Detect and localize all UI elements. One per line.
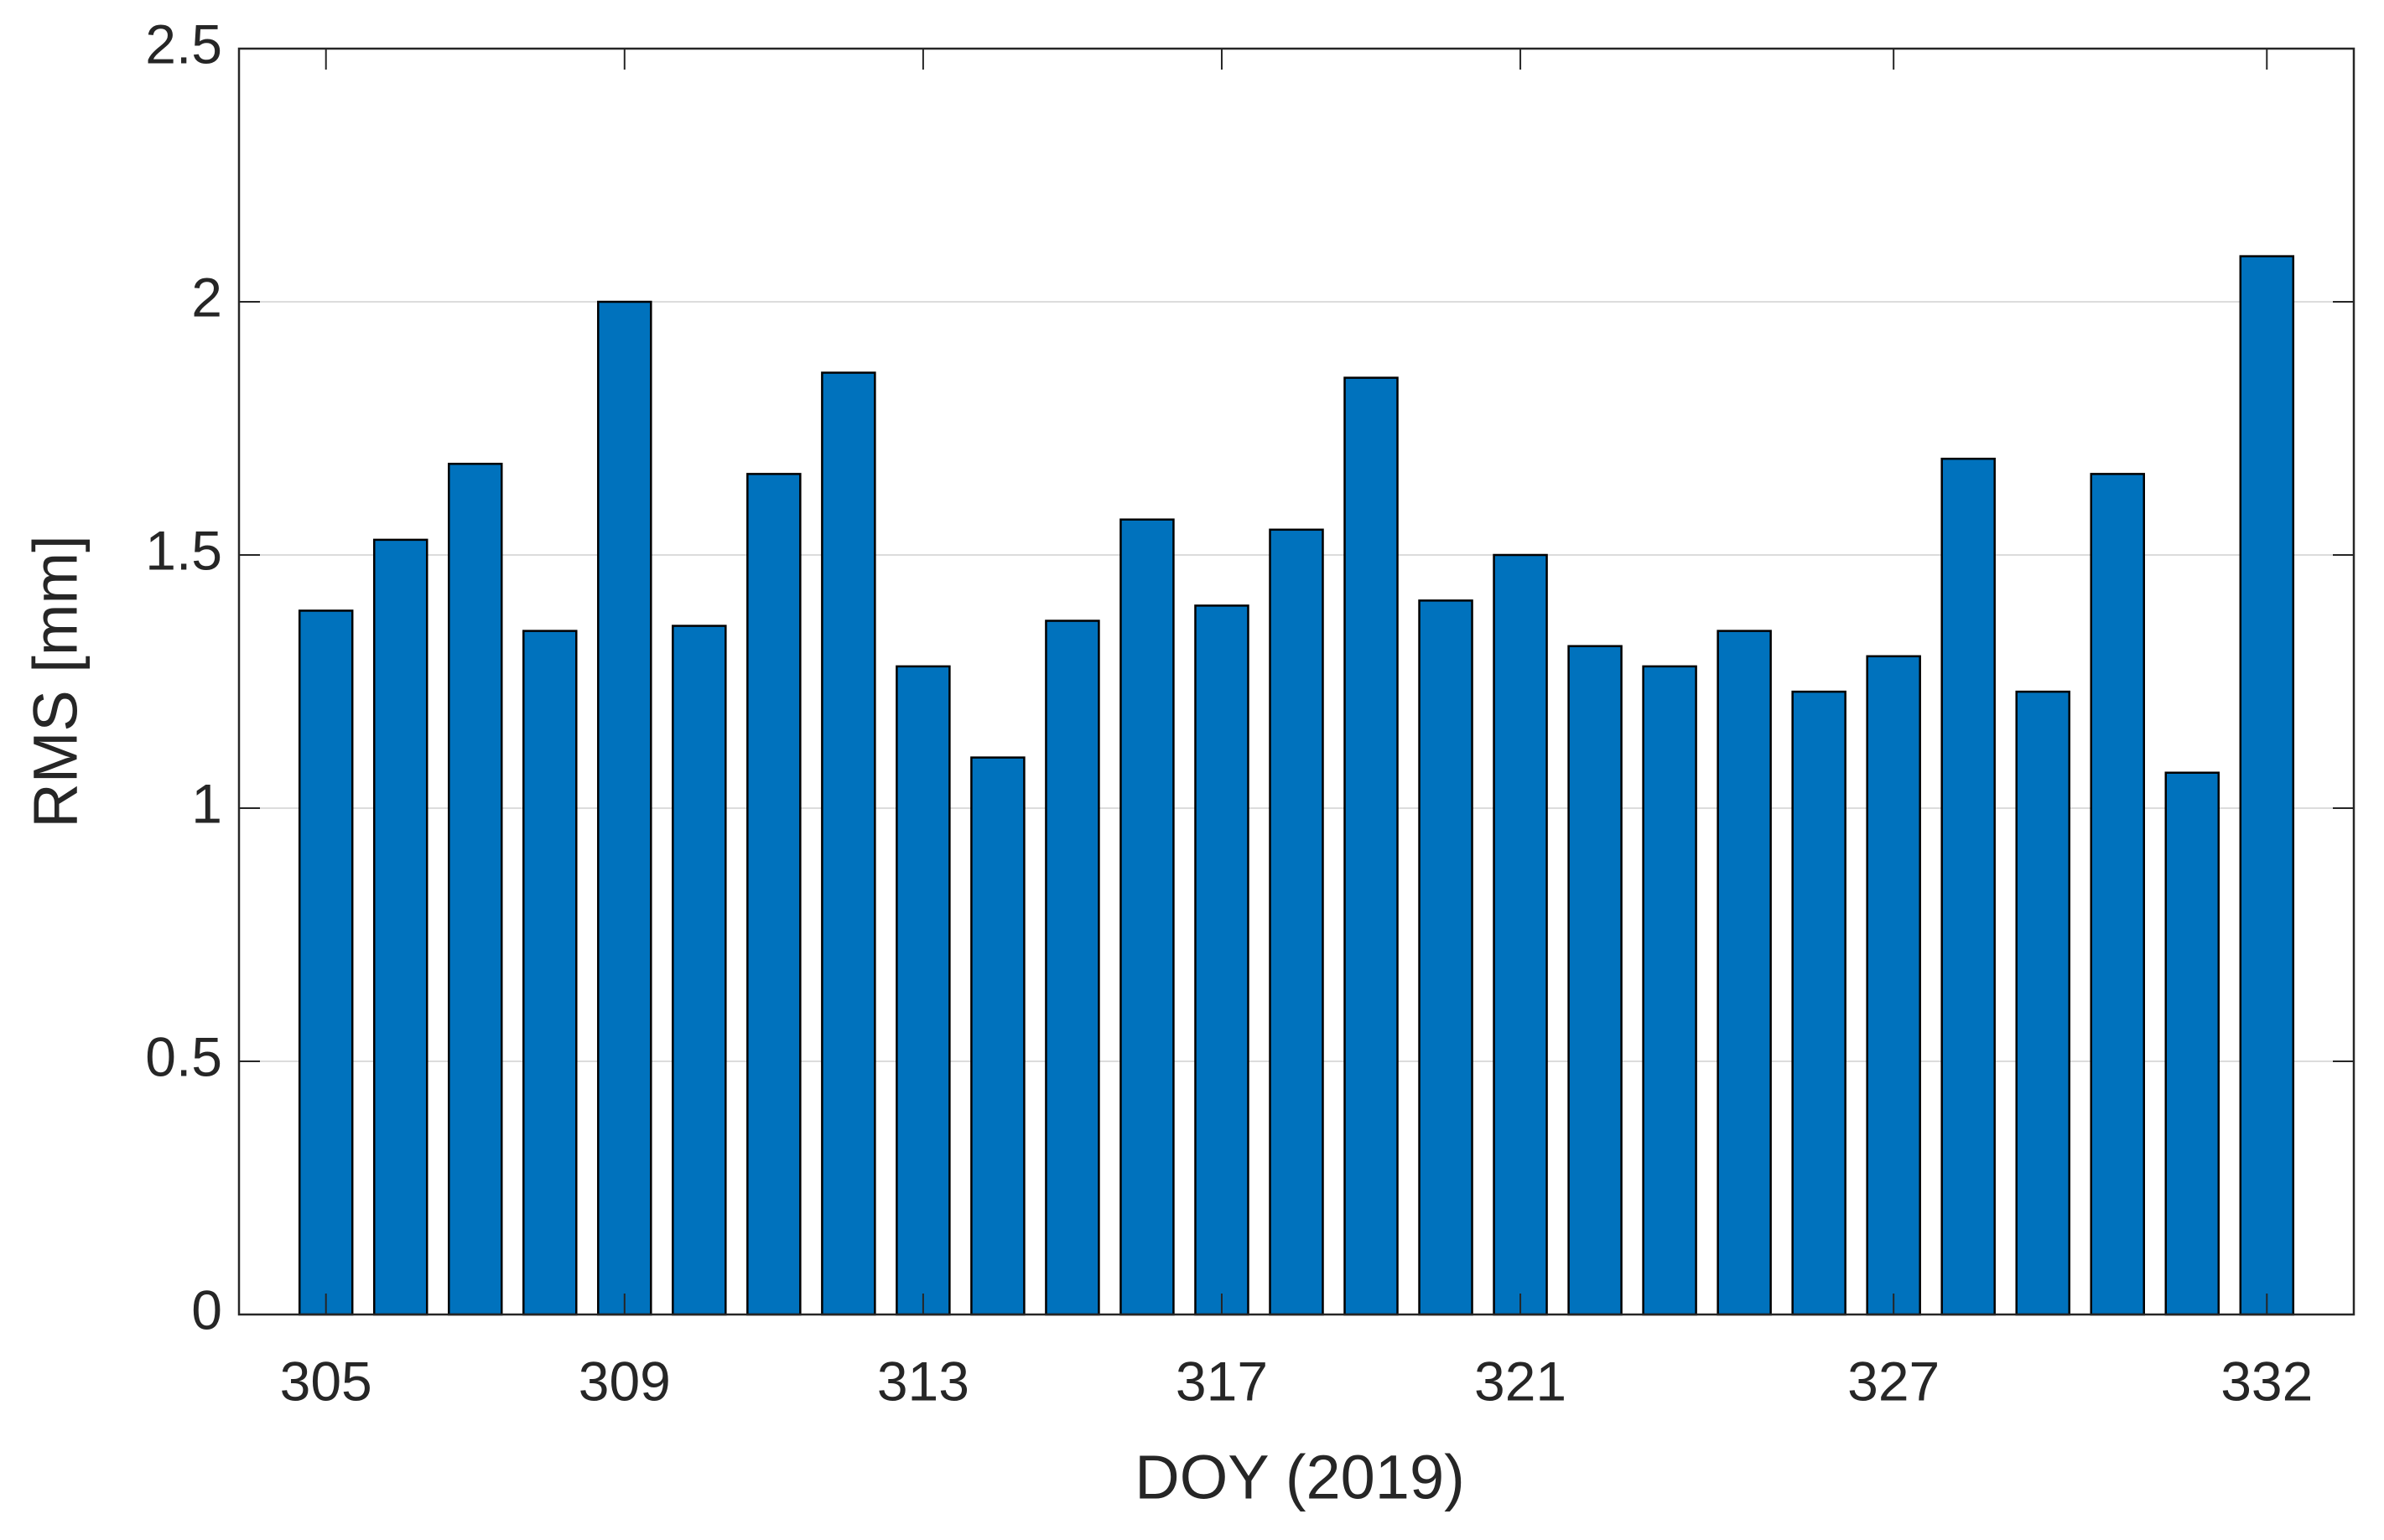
bar xyxy=(298,609,354,1316)
bar xyxy=(2164,771,2220,1316)
bar xyxy=(1717,630,1772,1316)
bar xyxy=(1791,690,1846,1316)
bar xyxy=(1493,553,1548,1316)
bar xyxy=(1418,599,1473,1316)
y-tick-label: 1 xyxy=(191,772,222,834)
bar xyxy=(597,300,652,1316)
bar xyxy=(1119,518,1175,1316)
bar xyxy=(1866,655,1921,1316)
x-tick-label: 321 xyxy=(1474,1350,1566,1412)
bar xyxy=(2015,690,2070,1316)
bar xyxy=(2239,255,2295,1316)
bar xyxy=(372,538,428,1316)
bar xyxy=(1940,457,1996,1316)
bar xyxy=(2090,473,2145,1316)
bar xyxy=(1269,528,1324,1316)
bar xyxy=(821,371,876,1316)
x-tick-label: 305 xyxy=(280,1350,372,1412)
y-tick-label: 2 xyxy=(191,266,222,328)
y-tick-label: 0 xyxy=(191,1278,222,1340)
bar xyxy=(1194,604,1249,1316)
x-tick-label: 332 xyxy=(2220,1350,2313,1412)
x-tick-label: 309 xyxy=(579,1350,671,1412)
y-tick-label: 2.5 xyxy=(145,13,222,75)
bar xyxy=(970,756,1026,1316)
x-tick-label: 313 xyxy=(877,1350,969,1412)
y-tick-label: 0.5 xyxy=(145,1025,222,1087)
x-axis-label: DOY (2019) xyxy=(1135,1443,1465,1512)
bar xyxy=(672,625,727,1316)
bar xyxy=(1045,620,1100,1316)
bar xyxy=(746,473,802,1316)
bar xyxy=(1343,376,1399,1316)
y-tick-label: 1.5 xyxy=(145,519,222,581)
bar xyxy=(1567,645,1623,1316)
bar xyxy=(522,630,578,1316)
x-tick-label: 317 xyxy=(1176,1350,1268,1412)
bar xyxy=(1642,665,1697,1316)
y-axis-label: RMS [mm] xyxy=(21,535,91,827)
plot-frame xyxy=(237,47,2355,1316)
bar xyxy=(448,463,503,1316)
bar xyxy=(896,665,951,1316)
x-tick-label: 327 xyxy=(1847,1350,1940,1412)
